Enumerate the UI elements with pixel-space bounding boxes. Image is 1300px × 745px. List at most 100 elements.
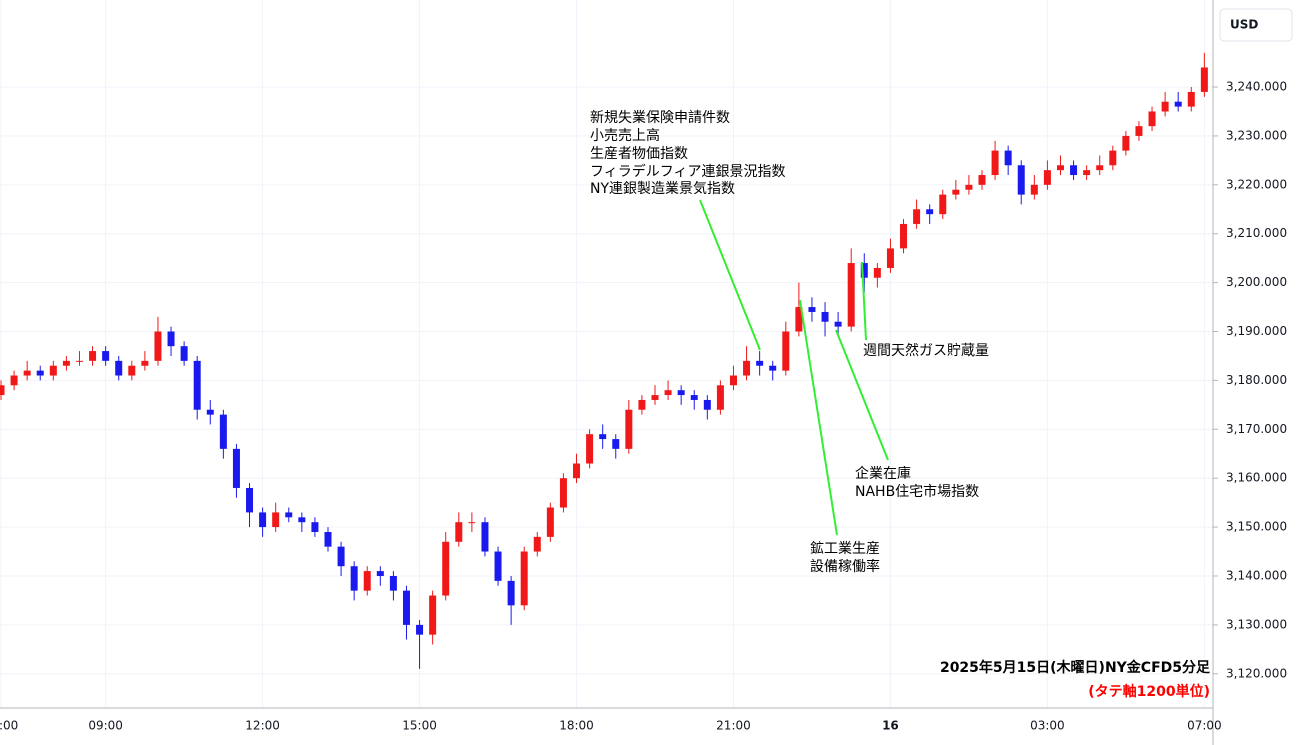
candle-body: [965, 184, 973, 190]
candle-body: [1083, 170, 1091, 176]
candle-body: [847, 263, 855, 327]
annotation-line: [861, 261, 867, 341]
candle-body: [180, 346, 188, 361]
y-tick-label: 3,220.000: [1226, 177, 1287, 191]
caption: 2025年5月15日(木曜日)NY金CFD5分足: [940, 659, 1211, 676]
candle-body: [1122, 135, 1130, 151]
candle-body: [23, 370, 31, 376]
candle-body: [1109, 150, 1117, 166]
candle-body: [115, 360, 123, 376]
candle-body: [743, 360, 751, 376]
candle-body: [442, 541, 450, 596]
candle-body: [285, 512, 293, 518]
candle-body: [690, 395, 698, 400]
candle-body: [324, 531, 332, 547]
annotation-text: 生産者物価指数: [590, 146, 688, 162]
candle-body: [49, 365, 57, 376]
candle-body: [625, 409, 633, 449]
candle-body: [36, 370, 44, 376]
candle-body: [363, 571, 371, 591]
y-tick-label: 3,230.000: [1226, 128, 1287, 142]
annotation-text: 設備稼働率: [810, 558, 880, 575]
y-tick-label: 3,170.000: [1226, 422, 1287, 436]
candle-body: [154, 331, 162, 361]
candle-body: [1187, 91, 1195, 107]
x-tick-label: 03:00: [1030, 719, 1065, 733]
x-tick-label: 18:00: [559, 719, 594, 733]
candle-body: [1161, 101, 1169, 112]
candle-body: [219, 414, 227, 449]
x-tick-label: 09:00: [88, 719, 123, 733]
y-tick-label: 3,190.000: [1226, 324, 1287, 338]
candle-body: [1017, 165, 1025, 195]
annotation-text: 新規失業保険申請件数: [590, 110, 730, 126]
candle-body: [559, 478, 567, 508]
candle-body: [350, 566, 358, 591]
annotation-text: NY連銀製造業景気指数: [590, 181, 735, 197]
candle-body: [376, 571, 384, 576]
candle-body: [926, 209, 934, 215]
candle-body: [1070, 165, 1078, 176]
candle-body: [429, 595, 437, 635]
candle-body: [402, 590, 410, 625]
candle-body: [795, 307, 803, 332]
candle-body: [389, 575, 397, 591]
candle-body: [886, 248, 894, 268]
candle-body: [259, 512, 267, 528]
candle-body: [1004, 150, 1012, 166]
candle-body: [873, 267, 881, 278]
candle-body: [664, 390, 672, 396]
annotation-text: フィラデルフィア連銀景況指数: [590, 163, 785, 180]
candle-body: [1030, 184, 1038, 195]
x-tick-label: 07:00: [1187, 719, 1222, 733]
candle-body: [991, 150, 999, 176]
grid: [0, 0, 1213, 708]
x-tick-label: 21:00: [716, 719, 751, 733]
candle-body: [834, 321, 842, 327]
candle-body: [599, 434, 607, 440]
candle-body: [573, 463, 581, 479]
y-tick-label: 3,150.000: [1226, 520, 1287, 534]
y-tick-label: 3,210.000: [1226, 226, 1287, 240]
candle-body: [193, 360, 201, 410]
candle-body: [416, 624, 424, 635]
candle-body: [612, 439, 620, 449]
candle-body: [1096, 165, 1104, 171]
caption-note: (タテ軸1200単位): [1088, 683, 1210, 700]
annotation-text: 鉱工業生産: [810, 540, 880, 557]
candle-body: [10, 375, 18, 386]
candle-body: [494, 551, 502, 581]
y-tick-label: 3,120.000: [1226, 666, 1287, 680]
candle-body: [75, 360, 83, 362]
y-tick-label: 3,180.000: [1226, 373, 1287, 387]
candle-body: [62, 360, 70, 366]
annotation-line: [799, 299, 838, 536]
candle-body: [1174, 101, 1182, 107]
y-tick-label: 3,200.000: [1226, 275, 1287, 289]
candle-body: [0, 385, 5, 396]
candle-body: [703, 399, 711, 410]
candle-body: [206, 409, 214, 415]
candle-body: [102, 351, 110, 361]
candle-body: [1043, 170, 1051, 185]
annotation-text: 週間天然ガス貯蔵量: [863, 342, 989, 359]
candle-body: [89, 351, 97, 361]
candle-body: [939, 194, 947, 215]
currency: USD: [1230, 18, 1258, 32]
candle-body: [468, 522, 476, 524]
candle-body: [756, 360, 764, 366]
candle-body: [782, 331, 790, 371]
candle-body: [821, 311, 829, 322]
candle-body: [978, 175, 986, 185]
candle-body: [638, 399, 646, 410]
y-tick-label: 3,130.000: [1226, 617, 1287, 631]
candle-body: [246, 487, 254, 513]
candle-body: [141, 360, 149, 366]
candle-body: [952, 189, 960, 195]
currency-box[interactable]: [1219, 8, 1293, 42]
x-tick-label: 07:00: [0, 719, 18, 733]
candle-body: [729, 375, 737, 386]
candle-body: [1148, 111, 1156, 127]
